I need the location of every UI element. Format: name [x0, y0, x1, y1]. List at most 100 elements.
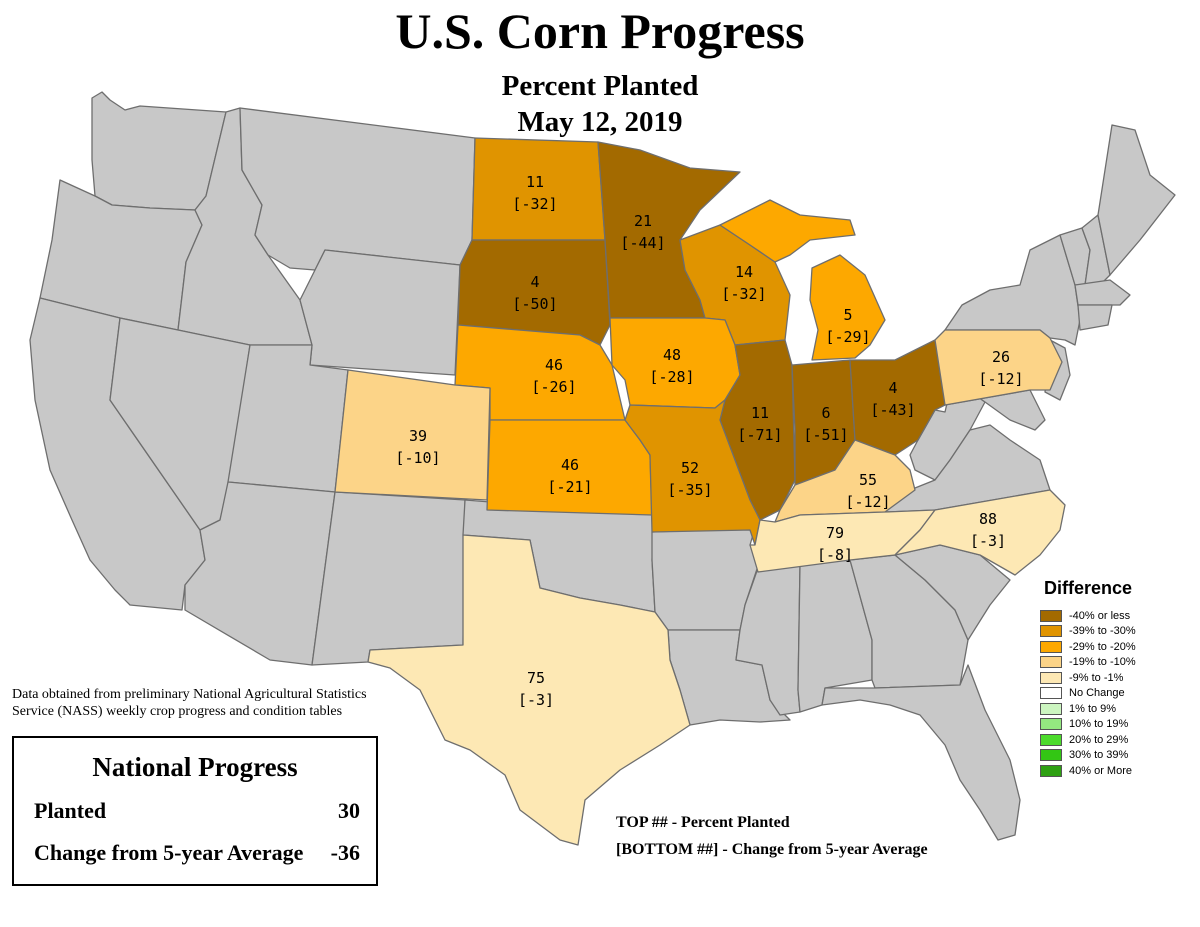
state-massachusetts: [1074, 279, 1131, 306]
legend-label: 30% to 39%: [1069, 749, 1129, 762]
indiana-planted-label: 6: [821, 404, 830, 422]
ohio-planted-label: 4: [888, 379, 897, 397]
legend-item: 20% to 29%: [1040, 732, 1136, 748]
legend-swatch: [1040, 625, 1062, 638]
legend-label: -39% to -30%: [1069, 625, 1136, 638]
legend-item: -29% to -20%: [1040, 639, 1136, 655]
north-dakota-planted-label: 11: [526, 173, 544, 191]
north-carolina-planted-label: 88: [979, 510, 997, 528]
change-row: Change from 5-year Average -36: [34, 840, 360, 866]
state-michigan-lower: [809, 254, 886, 361]
state-florida: [821, 664, 1021, 841]
pennsylvania-planted-label: 26: [992, 348, 1010, 366]
planted-row: Planted 30: [34, 798, 360, 824]
legend-swatch: [1040, 764, 1062, 777]
legend-label: -40% or less: [1069, 609, 1131, 622]
national-progress-box: National Progress Planted 30 Change from…: [12, 736, 378, 886]
legend-label: 10% to 19%: [1069, 718, 1129, 731]
legend-item: 10% to 19%: [1040, 717, 1136, 733]
texas-change-label: [-3]: [518, 691, 554, 709]
map-date: May 12, 2019: [517, 106, 683, 138]
state-michigan-upper: [719, 199, 856, 263]
missouri-change-label: [-35]: [667, 481, 712, 499]
state-north-carolina: [894, 489, 1066, 576]
data-states: [334, 137, 1066, 846]
tennessee-planted-label: 79: [826, 524, 844, 542]
nebraska-change-label: [-26]: [531, 378, 576, 396]
colorado-planted-label: 39: [409, 427, 427, 445]
illinois-change-label: [-71]: [737, 426, 782, 444]
legend-label: -9% to -1%: [1069, 671, 1124, 684]
legend-label: 20% to 29%: [1069, 733, 1129, 746]
map-subtitle: Percent Planted: [501, 70, 699, 102]
legend-swatch: [1040, 671, 1062, 684]
indiana-change-label: [-51]: [803, 426, 848, 444]
minnesota-planted-label: 21: [634, 212, 652, 230]
state-utah: [227, 344, 349, 493]
legend-item: 1% to 9%: [1040, 701, 1136, 717]
change-label: Change from 5-year Average: [34, 840, 304, 865]
kentucky-change-label: [-12]: [845, 493, 890, 511]
legend-label: -29% to -20%: [1069, 640, 1136, 653]
colorado-change-label: [-10]: [395, 449, 440, 467]
legend-item: 30% to 39%: [1040, 748, 1136, 764]
legend-title: Difference: [1044, 578, 1133, 598]
key-bottom: [BOTTOM ##] - Change from 5-year Average: [616, 841, 928, 858]
nebraska-planted-label: 46: [545, 356, 563, 374]
national-progress-heading: National Progress: [92, 752, 298, 782]
legend-swatch: [1040, 718, 1062, 731]
north-carolina-change-label: [-3]: [970, 532, 1006, 550]
wisconsin-change-label: [-32]: [721, 285, 766, 303]
legend-swatch: [1040, 640, 1062, 653]
change-value: -36: [330, 840, 360, 865]
kentucky-planted-label: 55: [859, 471, 877, 489]
legend-item: -9% to -1%: [1040, 670, 1136, 686]
kansas-planted-label: 46: [561, 456, 579, 474]
legend-item: -19% to -10%: [1040, 655, 1136, 671]
missouri-planted-label: 52: [681, 459, 699, 477]
legend-item: -40% or less: [1040, 608, 1136, 624]
tennessee-change-label: [-8]: [817, 546, 853, 564]
south-dakota-planted-label: 4: [530, 273, 539, 291]
key-top: TOP ## - Percent Planted: [616, 814, 790, 831]
ohio-change-label: [-43]: [870, 401, 915, 419]
state-wyoming: [299, 249, 461, 376]
state-new-york: [944, 234, 1081, 346]
state-colorado: [334, 369, 491, 501]
state-labels: 11[-32]4[-50]21[-44]14[-32]5[-29]46[-26]…: [395, 173, 1023, 709]
wisconsin-planted-label: 14: [735, 263, 753, 281]
source-note: Data obtained from preliminary National …: [12, 687, 367, 719]
south-dakota-change-label: [-50]: [512, 295, 557, 313]
michigan-change-label: [-29]: [825, 328, 870, 346]
michigan-planted-label: 5: [843, 306, 852, 324]
iowa-planted-label: 48: [663, 346, 681, 364]
state-texas: [367, 534, 691, 846]
legend-swatch: [1040, 749, 1062, 762]
no-data-states: [29, 91, 1176, 841]
legend-swatch: [1040, 609, 1062, 622]
state-kentucky: [774, 439, 916, 523]
state-pennsylvania: [934, 329, 1063, 406]
illinois-planted-label: 11: [751, 404, 769, 422]
legend-swatch: [1040, 702, 1062, 715]
planted-value: 30: [338, 798, 360, 823]
state-new-mexico: [311, 491, 466, 666]
legend-swatch: [1040, 656, 1062, 669]
legend-label: No Change: [1069, 687, 1125, 700]
legend-swatch: [1040, 687, 1062, 700]
legend-item: -39% to -30%: [1040, 624, 1136, 640]
legend-label: 40% or More: [1069, 764, 1132, 777]
iowa-change-label: [-28]: [649, 368, 694, 386]
kansas-change-label: [-21]: [547, 478, 592, 496]
map-title: U.S. Corn Progress: [395, 3, 805, 59]
minnesota-change-label: [-44]: [620, 234, 665, 252]
legend-item: No Change: [1040, 686, 1136, 702]
legend-items: -40% or less -39% to -30% -29% to -20% -19%…: [1040, 608, 1136, 779]
texas-planted-label: 75: [527, 669, 545, 687]
legend-label: -19% to -10%: [1069, 656, 1136, 669]
north-dakota-change-label: [-32]: [512, 195, 557, 213]
planted-label: Planted: [34, 798, 107, 823]
state-west-virginia: [909, 389, 986, 481]
legend-item: 40% or More: [1040, 763, 1136, 779]
